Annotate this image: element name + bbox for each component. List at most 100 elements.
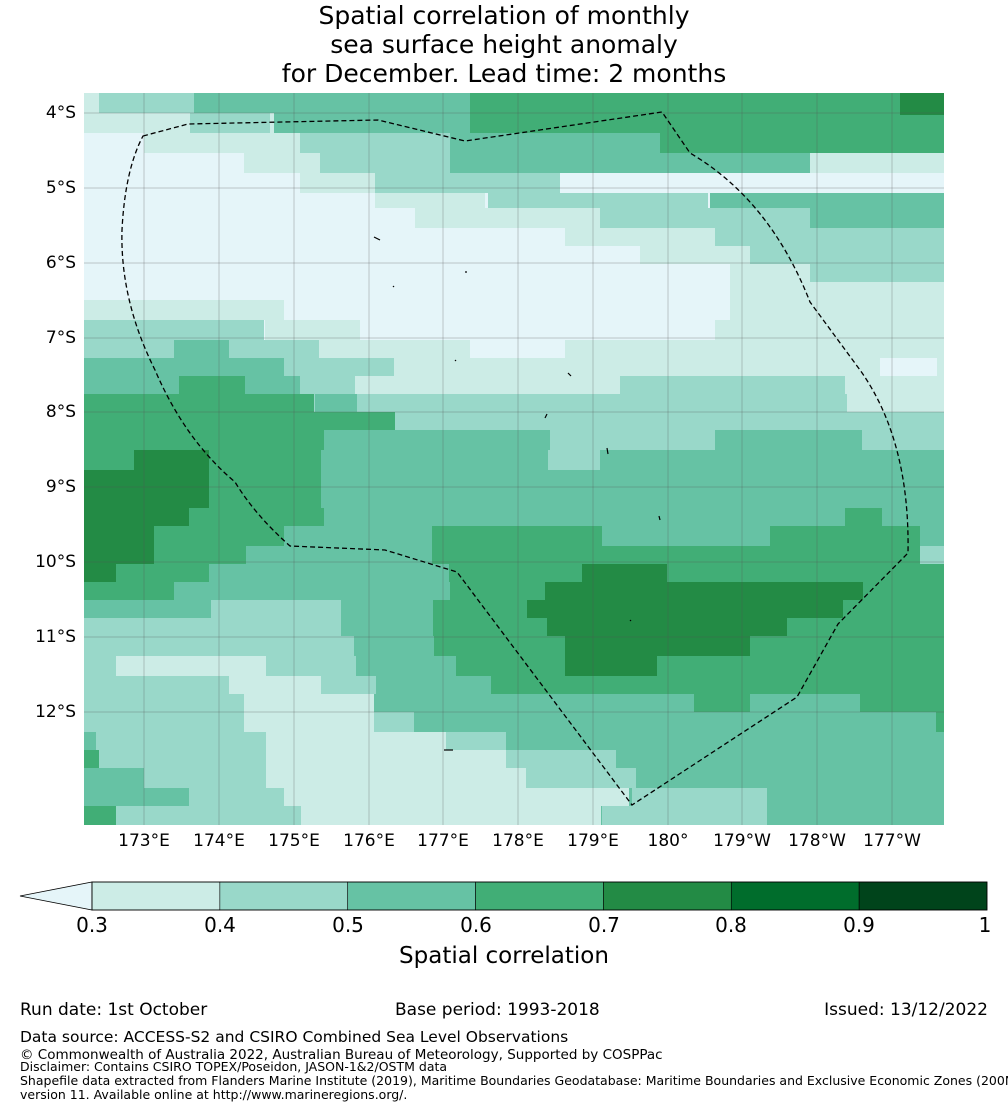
correlation-cell (174, 582, 210, 600)
chart-title: Spatial correlation of monthly sea surfa… (0, 1, 1008, 88)
correlation-cell (885, 412, 944, 430)
lat-label: 7°S (45, 328, 76, 348)
correlation-cell (325, 430, 550, 450)
correlation-cell (548, 450, 600, 470)
correlation-cell (640, 246, 750, 266)
colorbar-tick: 0.8 (715, 913, 747, 937)
correlation-cell (341, 600, 433, 618)
correlation-cell (266, 656, 356, 676)
map-gridlines (84, 93, 944, 825)
correlation-cell (99, 750, 266, 768)
correlation-cell (847, 394, 944, 412)
colorbar-segment (91, 881, 221, 911)
island (373, 236, 381, 241)
correlation-cell (315, 394, 357, 412)
correlation-cell (84, 264, 944, 284)
correlation-cell (565, 228, 715, 248)
correlation-cell (395, 358, 865, 376)
correlation-cell (84, 153, 244, 173)
correlation-cell (770, 526, 920, 546)
colorbar-segments (91, 881, 988, 911)
island (544, 413, 548, 419)
lat-label: 11°S (35, 627, 76, 647)
correlation-cell (549, 788, 629, 806)
correlation-cell (84, 750, 99, 768)
correlation-cell (84, 340, 174, 358)
correlation-cell (210, 582, 450, 600)
correlation-cell (84, 618, 116, 636)
correlation-cell (229, 340, 319, 358)
correlation-cell (694, 712, 944, 732)
title-line-2: sea surface height anomaly (330, 30, 678, 59)
correlation-cell (415, 208, 600, 228)
correlation-cell (395, 412, 715, 430)
lon-label: 179°E (567, 831, 619, 851)
correlation-cell (374, 712, 414, 732)
correlation-cell (527, 600, 843, 618)
correlation-cell (84, 694, 244, 712)
colorbar-segment (603, 881, 732, 911)
lat-label: 8°S (45, 402, 76, 422)
correlation-cell (354, 636, 434, 656)
island (629, 619, 632, 622)
correlation-cell (84, 93, 99, 113)
correlation-cell (920, 526, 944, 546)
correlation-cell (116, 618, 341, 636)
lon-label: 177°E (417, 831, 469, 851)
correlation-cell (920, 546, 944, 564)
correlation-cell (244, 694, 374, 712)
correlation-cell (179, 376, 245, 394)
correlation-cell (355, 376, 620, 394)
correlation-cell (506, 732, 686, 750)
disclaimer: Disclaimer: Contains CSIRO TOPEX/Poseido… (20, 1059, 448, 1074)
correlation-cell (84, 358, 284, 376)
correlation-cell (710, 153, 810, 173)
correlation-cell (730, 282, 944, 302)
lon-label: 179°W (713, 831, 771, 851)
colorbar-tick: 0.6 (460, 913, 492, 937)
correlation-cell (432, 526, 602, 546)
correlation-cell (446, 732, 506, 750)
correlation-cell (214, 526, 284, 546)
correlation-cell (506, 750, 616, 768)
correlation-cell (715, 430, 865, 450)
colorbar-segment (858, 881, 988, 911)
lon-label: 176°E (343, 831, 395, 851)
correlation-cell (300, 133, 450, 153)
correlation-cell (300, 173, 375, 193)
correlation-cell (450, 133, 660, 153)
correlation-cell (730, 300, 944, 320)
eez-boundary (121, 111, 909, 806)
correlation-cell (357, 394, 847, 412)
correlation-cell (144, 768, 174, 788)
correlation-cell (99, 600, 211, 618)
correlation-cell (810, 264, 944, 284)
correlation-cell (636, 768, 944, 788)
correlation-cell (750, 694, 860, 712)
lat-label: 12°S (35, 702, 76, 722)
run-date: Run date: 1st October (20, 1000, 208, 1020)
correlation-cell (936, 712, 944, 732)
correlation-cell (582, 564, 667, 582)
correlation-cell (266, 750, 506, 768)
correlation-cell (116, 564, 208, 582)
title-line-1: Spatial correlation of monthly (318, 1, 690, 30)
correlation-cell (84, 450, 134, 470)
colorbar-tick: 1 (978, 913, 992, 937)
correlation-cell (767, 806, 944, 825)
correlation-cell (547, 618, 787, 636)
correlation-cell (600, 208, 710, 228)
correlation-cell (174, 768, 266, 788)
correlation-cell (300, 376, 355, 394)
shapefile-credit: Shapefile data extracted from Flanders M… (20, 1073, 1008, 1088)
lon-label: 180° (647, 831, 689, 851)
lon-label: 175°E (268, 831, 320, 851)
colorbar-label: Spatial correlation (399, 943, 609, 969)
correlation-cell (845, 508, 882, 526)
correlation-cell (116, 656, 266, 676)
lon-label: 174°E (193, 831, 245, 851)
correlation-cell (632, 788, 767, 806)
correlation-cell (900, 93, 944, 115)
correlation-cell (550, 430, 715, 450)
correlation-cell (209, 450, 321, 470)
